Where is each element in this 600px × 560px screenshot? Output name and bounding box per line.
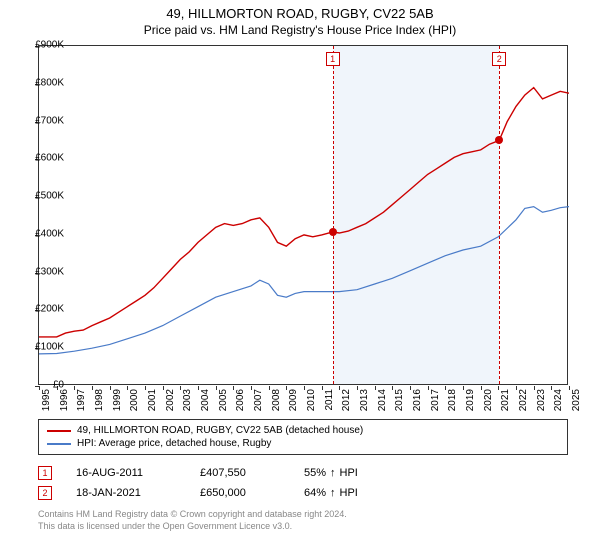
- sale-marker: 2: [38, 486, 52, 500]
- footer-licence: This data is licensed under the Open Gov…: [38, 521, 600, 533]
- x-tick-label: 2021: [500, 389, 511, 411]
- x-tick: [428, 386, 429, 390]
- x-tick: [322, 386, 323, 390]
- x-tick-label: 2017: [430, 389, 441, 411]
- x-tick: [198, 386, 199, 390]
- x-tick: [92, 386, 93, 390]
- x-tick-label: 2024: [553, 389, 564, 411]
- sales-table: 1 16-AUG-2011 £407,550 55% ↑ HPI 2 18-JA…: [38, 463, 600, 503]
- x-tick-label: 2014: [377, 389, 388, 411]
- sale-price: £407,550: [200, 467, 280, 479]
- x-tick: [216, 386, 217, 390]
- x-tick: [163, 386, 164, 390]
- x-tick: [110, 386, 111, 390]
- x-tick-label: 2010: [306, 389, 317, 411]
- x-tick-label: 2008: [271, 389, 282, 411]
- x-tick-label: 2005: [218, 389, 229, 411]
- x-tick-label: 2020: [483, 389, 494, 411]
- x-tick-label: 2011: [324, 389, 335, 411]
- y-tick-label: £800K: [22, 77, 64, 88]
- x-tick-label: 2022: [518, 389, 529, 411]
- x-tick-label: 2001: [147, 389, 158, 411]
- x-tick-label: 2004: [200, 389, 211, 411]
- line-layer: [39, 46, 569, 386]
- x-tick: [145, 386, 146, 390]
- footer: Contains HM Land Registry data © Crown c…: [38, 509, 600, 532]
- x-tick-label: 2012: [341, 389, 352, 411]
- x-tick-label: 2016: [412, 389, 423, 411]
- chart-area: 12 £0£100K£200K£300K£400K£500K£600K£700K…: [38, 45, 598, 415]
- x-tick-label: 2009: [288, 389, 299, 411]
- x-tick-label: 2006: [235, 389, 246, 411]
- y-tick-label: £700K: [22, 115, 64, 126]
- sale-date: 18-JAN-2021: [76, 487, 176, 499]
- sale-marker-on-chart: 1: [326, 52, 340, 66]
- x-tick: [251, 386, 252, 390]
- legend: 49, HILLMORTON ROAD, RUGBY, CV22 5AB (de…: [38, 419, 568, 455]
- legend-item-hpi: HPI: Average price, detached house, Rugb…: [47, 437, 559, 450]
- x-tick: [269, 386, 270, 390]
- x-tick: [357, 386, 358, 390]
- sale-row: 1 16-AUG-2011 £407,550 55% ↑ HPI: [38, 463, 600, 483]
- x-tick-label: 2018: [447, 389, 458, 411]
- sale-hpi: 55% ↑ HPI: [304, 467, 358, 479]
- legend-swatch: [47, 430, 71, 432]
- x-tick-label: 2023: [536, 389, 547, 411]
- x-tick-label: 2007: [253, 389, 264, 411]
- x-tick-label: 2019: [465, 389, 476, 411]
- y-tick-label: £600K: [22, 153, 64, 164]
- y-tick-label: £300K: [22, 266, 64, 277]
- x-tick-label: 1998: [94, 389, 105, 411]
- footer-copyright: Contains HM Land Registry data © Crown c…: [38, 509, 600, 521]
- chart-title: 49, HILLMORTON ROAD, RUGBY, CV22 5AB: [0, 6, 600, 21]
- y-tick-label: £200K: [22, 304, 64, 315]
- x-tick-label: 2015: [394, 389, 405, 411]
- x-tick-label: 2002: [165, 389, 176, 411]
- x-tick-label: 1996: [59, 389, 70, 411]
- legend-label: 49, HILLMORTON ROAD, RUGBY, CV22 5AB (de…: [77, 425, 363, 436]
- sale-vline: [333, 46, 334, 384]
- x-tick: [569, 386, 570, 390]
- x-tick-label: 2003: [182, 389, 193, 411]
- y-tick-label: £100K: [22, 342, 64, 353]
- x-tick-label: 1997: [76, 389, 87, 411]
- x-tick: [534, 386, 535, 390]
- x-tick: [375, 386, 376, 390]
- sale-price: £650,000: [200, 487, 280, 499]
- sale-hpi: 64% ↑ HPI: [304, 487, 358, 499]
- legend-item-property: 49, HILLMORTON ROAD, RUGBY, CV22 5AB (de…: [47, 424, 559, 437]
- plot-area: 12: [38, 45, 568, 385]
- sale-date: 16-AUG-2011: [76, 467, 176, 479]
- legend-label: HPI: Average price, detached house, Rugb…: [77, 438, 271, 449]
- x-tick: [463, 386, 464, 390]
- sale-vline: [499, 46, 500, 384]
- x-tick-label: 1999: [112, 389, 123, 411]
- x-tick-label: 2025: [571, 389, 582, 411]
- y-tick-label: £900K: [22, 40, 64, 51]
- sale-marker: 1: [38, 466, 52, 480]
- sale-dot: [495, 136, 503, 144]
- x-tick: [410, 386, 411, 390]
- series-property: [39, 88, 569, 337]
- sale-row: 2 18-JAN-2021 £650,000 64% ↑ HPI: [38, 483, 600, 503]
- x-tick-label: 1995: [41, 389, 52, 411]
- sale-marker-on-chart: 2: [492, 52, 506, 66]
- sale-dot: [329, 228, 337, 236]
- x-tick: [481, 386, 482, 390]
- y-tick-label: £500K: [22, 191, 64, 202]
- x-tick-label: 2000: [129, 389, 140, 411]
- series-hpi: [39, 207, 569, 354]
- x-tick-label: 2013: [359, 389, 370, 411]
- chart-subtitle: Price paid vs. HM Land Registry's House …: [0, 23, 600, 37]
- legend-swatch: [47, 443, 71, 445]
- x-tick: [304, 386, 305, 390]
- y-tick-label: £400K: [22, 228, 64, 239]
- x-tick: [516, 386, 517, 390]
